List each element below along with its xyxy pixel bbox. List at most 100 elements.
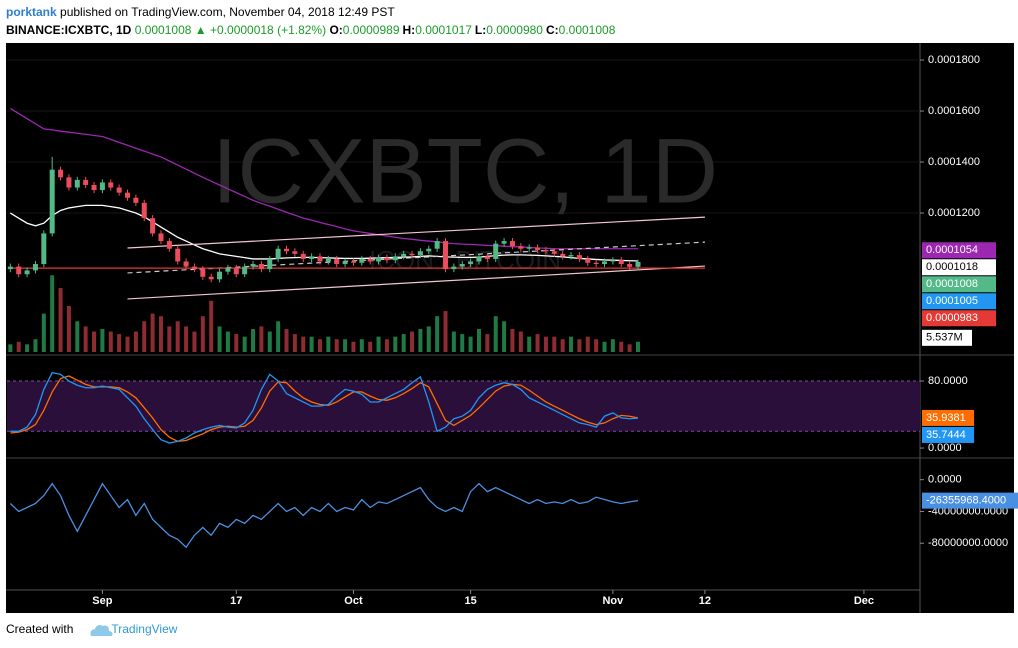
x-tick-label: 12 xyxy=(699,595,711,607)
candle-body xyxy=(150,218,156,234)
volume-bar xyxy=(158,316,163,352)
volume-bar xyxy=(33,339,38,352)
volume-bar xyxy=(468,336,473,352)
candle-body xyxy=(518,246,524,249)
volume-bar xyxy=(351,341,356,352)
y-tick-label: 0.0000 xyxy=(928,442,962,454)
volume-bar xyxy=(510,328,515,352)
volume-bar xyxy=(594,339,599,352)
volume-bar xyxy=(460,334,465,352)
price-label-box xyxy=(922,329,972,346)
volume-bar xyxy=(334,339,339,352)
indicator-line xyxy=(9,482,639,549)
volume-bar xyxy=(100,328,105,352)
candle-body xyxy=(16,266,22,275)
volume-bar xyxy=(192,331,197,352)
price-label: 0.0001054 xyxy=(926,244,978,256)
volume-bar xyxy=(50,275,55,352)
ohlc-key: O: xyxy=(329,23,343,37)
volume-bar xyxy=(602,341,607,352)
candle-body xyxy=(183,261,189,267)
y-tick-label: -80000000.0000 xyxy=(928,537,1008,549)
watermark: ICXBTC, 1D xyxy=(212,120,718,222)
candle-body xyxy=(535,247,541,251)
candle-body xyxy=(392,256,398,261)
trend-line xyxy=(127,265,705,300)
volume-bar xyxy=(610,339,615,352)
volume-bar xyxy=(451,331,456,352)
ohlc-value: 0.0000980 xyxy=(486,23,543,37)
volume-bar xyxy=(242,336,247,352)
volume-bar xyxy=(284,328,289,352)
price-label-box xyxy=(922,293,996,310)
candle-body xyxy=(141,202,147,219)
x-tick-label: Oct xyxy=(344,595,363,607)
volume-bar xyxy=(75,321,80,352)
volume-bar xyxy=(359,339,364,352)
volume-bar xyxy=(543,336,548,352)
volume-bar xyxy=(209,300,214,352)
candle-body xyxy=(501,241,507,244)
volume-bar xyxy=(66,305,71,352)
volume-bar xyxy=(552,336,557,352)
candle-body xyxy=(426,248,432,252)
candle-body xyxy=(292,251,298,254)
volume-bar xyxy=(535,334,540,352)
candle-body xyxy=(576,255,582,259)
candle-body xyxy=(175,248,181,262)
volume-bar xyxy=(125,336,130,352)
candle-body xyxy=(526,247,532,249)
volume-bar xyxy=(184,326,189,352)
volume-bar xyxy=(577,339,582,352)
volume-bar xyxy=(493,316,498,352)
volume-bar xyxy=(83,326,88,352)
price-label-box xyxy=(922,276,996,293)
price-label: 0.0001008 xyxy=(926,278,978,290)
volume-bar xyxy=(619,341,624,352)
volume-bar xyxy=(133,331,138,352)
candle-body xyxy=(108,182,114,188)
publish-line: porktank published on TradingView.com, N… xyxy=(6,3,618,21)
candle-body xyxy=(367,258,373,262)
volume-bar xyxy=(635,341,640,352)
price-label-box xyxy=(922,242,996,259)
candle-body xyxy=(325,258,331,262)
volume-bar xyxy=(527,336,532,352)
ohlc-value: 0.0000989 xyxy=(342,23,400,37)
price-label-box xyxy=(922,310,996,327)
volume-bar xyxy=(234,334,239,352)
candle-body xyxy=(58,169,64,178)
candle-body xyxy=(309,256,315,259)
candle-body xyxy=(284,248,290,252)
candle-body xyxy=(610,260,616,262)
x-tick-label: Nov xyxy=(602,595,624,607)
volume-bar xyxy=(41,313,46,352)
candle-body xyxy=(451,266,457,270)
candle-body xyxy=(300,253,306,259)
y-tick-label: 0.0001800 xyxy=(928,54,980,66)
candle-body xyxy=(74,179,80,188)
author[interactable]: porktank xyxy=(6,5,57,19)
quote-line: BINANCE:ICXBTC, 1D 0.0001008 ▲ +0.000001… xyxy=(6,21,618,39)
change: +0.0000018 (+1.82%) xyxy=(210,23,327,37)
volume-bar xyxy=(108,331,113,352)
value-label-box xyxy=(922,426,975,443)
x-tick-label: 17 xyxy=(230,595,242,607)
candle-body xyxy=(568,255,574,257)
candle-body xyxy=(225,267,231,272)
volume-bar xyxy=(410,331,415,352)
y-tick-label: 0.0001600 xyxy=(928,105,980,117)
price-label: 0.0001005 xyxy=(926,295,978,307)
candle-body xyxy=(593,262,599,265)
y-tick-label: 80.0000 xyxy=(928,375,968,387)
candle-body xyxy=(359,258,365,263)
candle-body xyxy=(409,253,415,256)
price-label: 5.537M xyxy=(926,332,963,344)
volume-bar xyxy=(435,316,440,352)
brand[interactable]: TradingView xyxy=(111,622,178,636)
volume-bar xyxy=(502,321,507,352)
candle-body xyxy=(585,258,591,263)
volume-bar xyxy=(8,344,13,352)
volume-bar xyxy=(25,344,30,352)
volume-bar xyxy=(317,339,322,352)
